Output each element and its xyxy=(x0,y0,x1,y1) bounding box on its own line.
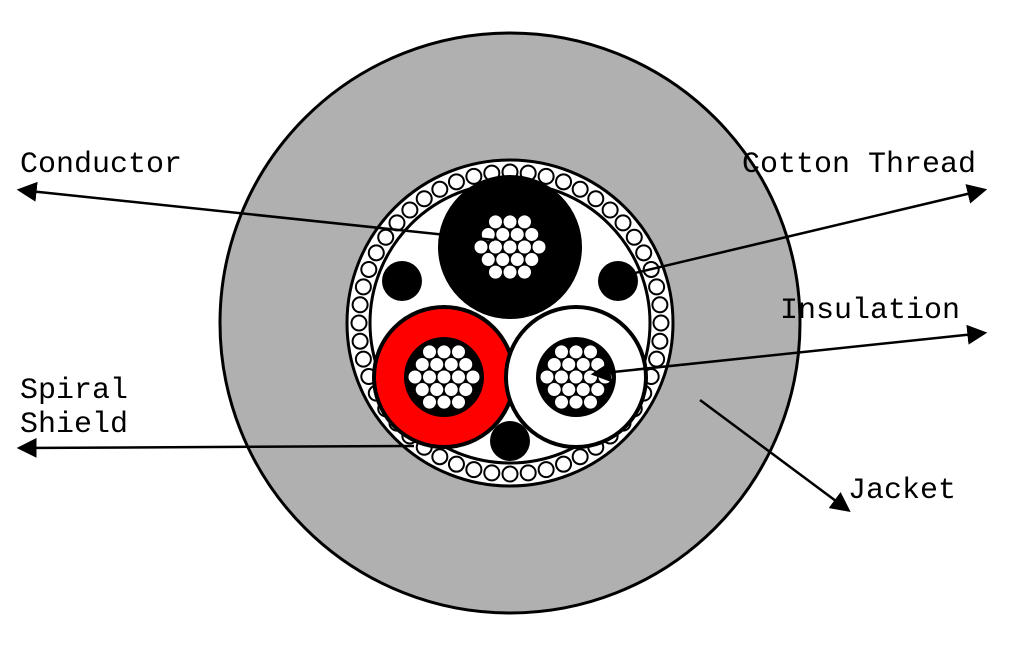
label-jacket: Jacket xyxy=(848,474,956,508)
label-cotton-thread: Cotton Thread xyxy=(742,148,976,182)
core-right xyxy=(506,307,646,447)
cotton-filler-1 xyxy=(598,261,638,301)
label-conductor: Conductor xyxy=(20,148,182,182)
label-insulation: Insulation xyxy=(780,294,960,328)
label-spiral-shield: Spiral Shield xyxy=(20,374,128,442)
cotton-filler-2 xyxy=(490,421,530,461)
core-left xyxy=(374,307,514,447)
core-top xyxy=(440,177,580,317)
cotton-filler-0 xyxy=(382,261,422,301)
